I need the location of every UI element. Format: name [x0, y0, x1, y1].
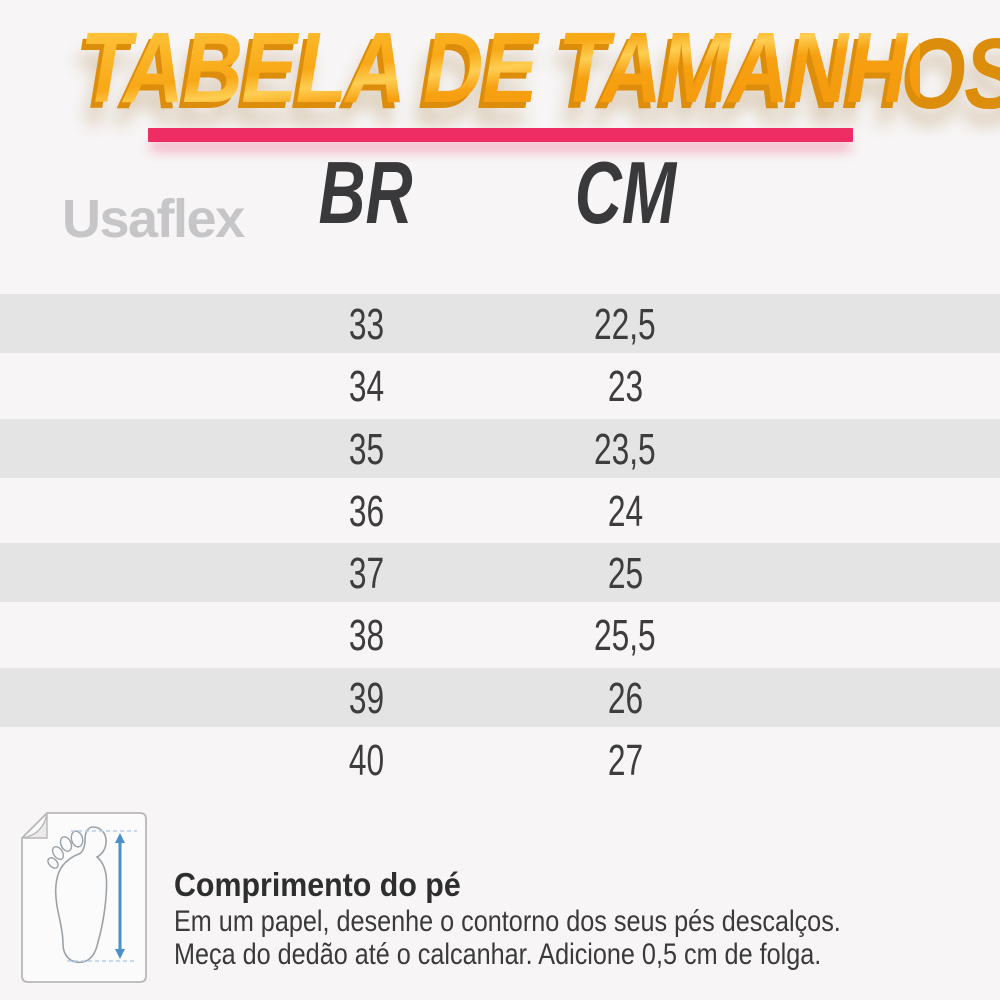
- page-title-text: TABELA DE TAMANHOS: [80, 12, 1000, 124]
- size-table: 33 22,5 34 23 35 23,5 36 24 37 25 38 25,…: [0, 294, 1000, 792]
- footer-heading: Comprimento do pé: [174, 866, 461, 903]
- toe: [47, 857, 59, 869]
- size-cm-value: 26: [607, 673, 643, 723]
- size-cm-value: 27: [607, 736, 643, 786]
- footer-instruction-line2: Meça do dedão até o calcanhar. Adicione …: [174, 938, 822, 971]
- size-br-value: 40: [348, 736, 384, 786]
- table-row: 40 27: [0, 730, 1000, 792]
- size-br-value: 39: [348, 673, 384, 723]
- toe: [70, 830, 84, 848]
- size-br-value: 37: [348, 549, 384, 599]
- table-row: 38 25,5: [0, 605, 1000, 667]
- measure-arrow-head-top: [115, 833, 125, 843]
- size-cm-value: 22,5: [594, 300, 656, 349]
- header-cm: CM: [574, 143, 676, 242]
- size-cm-value: 25,5: [594, 611, 656, 661]
- foot-outline: [54, 826, 108, 964]
- measure-arrow-head-bottom: [115, 949, 125, 959]
- page-title-shadow: TABELA DE TAMANHOS: [75, 22, 1000, 126]
- size-cm-value: 23: [607, 362, 643, 412]
- toe: [51, 845, 65, 861]
- size-cm-value: 23,5: [594, 424, 656, 474]
- table-row: 35 23,5: [0, 418, 1000, 481]
- toe: [59, 836, 73, 852]
- size-cm-value: 25: [607, 549, 643, 599]
- table-row: 34 23: [0, 356, 1000, 418]
- footer-instruction-line1: Em um papel, desenhe o contorno dos seus…: [174, 905, 841, 938]
- table-header: BR CM: [0, 143, 1000, 242]
- header-br: BR: [318, 143, 414, 242]
- size-br-value: 33: [348, 300, 384, 349]
- size-br-value: 36: [348, 486, 384, 536]
- size-br-value: 34: [348, 362, 384, 412]
- foot-measure-icon: [21, 812, 147, 983]
- table-row: 37 25: [0, 543, 1000, 606]
- table-row: 36 24: [0, 481, 1000, 543]
- size-cm-value: 24: [607, 486, 643, 536]
- paper-fold: [21, 812, 48, 839]
- table-row: 39 26: [0, 667, 1000, 731]
- table-row: 33 22,5: [0, 294, 1000, 357]
- title-underline-bar: [148, 128, 853, 142]
- size-br-value: 38: [348, 611, 384, 661]
- brand-logo: Usaflex: [62, 189, 245, 249]
- page-title: TABELA DE TAMANHOS TABELA DE TAMANHOS: [0, 16, 1000, 128]
- size-br-value: 35: [348, 424, 384, 474]
